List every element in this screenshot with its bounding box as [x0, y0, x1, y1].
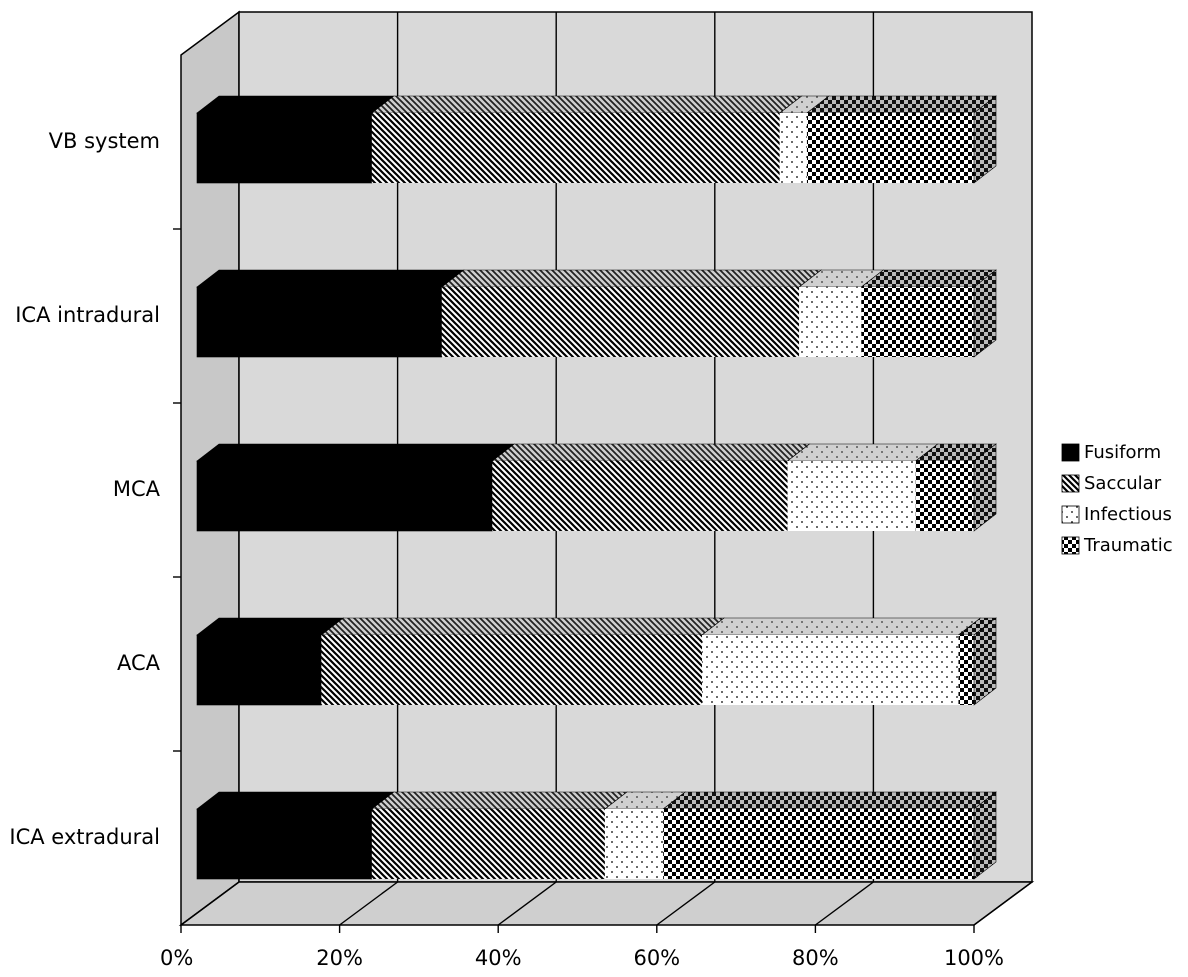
category-label-vb-system: VB system	[49, 129, 160, 153]
bar-traumatic-ica-extradural	[663, 809, 974, 879]
gridline-floor	[656, 881, 716, 926]
bar-fusiform-ica-intradural	[196, 286, 443, 358]
bar-group-aca	[196, 617, 997, 706]
bar-saccular-vb-system	[371, 113, 780, 183]
bar-traumatic-ica-intradural	[861, 287, 974, 357]
category-label-aca: ACA	[117, 651, 161, 675]
gridline-floor	[973, 881, 1033, 926]
bar-top-fusiform-ica-extradural	[196, 791, 395, 810]
bar-top-saccular-ica-extradural	[370, 791, 628, 810]
category-tick-marks	[173, 228, 181, 752]
x-tick-label: 20%	[316, 946, 363, 970]
bar-end-mca	[973, 443, 997, 532]
bar-top-saccular-aca	[320, 617, 725, 636]
bar-top-fusiform-vb-system	[196, 95, 395, 114]
bar-top-fusiform-mca	[196, 443, 516, 462]
category-label-ica-extradural: ICA extradural	[9, 825, 160, 849]
x-tick-label: 40%	[475, 946, 522, 970]
bar-top-saccular-vb-system	[370, 95, 803, 114]
legend-swatch-saccular	[1061, 474, 1080, 493]
bar-traumatic-mca	[915, 461, 974, 531]
bar-fusiform-mca	[196, 460, 493, 532]
gridline-floor	[814, 881, 874, 926]
x-tick-label: 60%	[633, 946, 680, 970]
bar-top-traumatic-ica-extradural	[662, 791, 997, 810]
bar-end-aca	[973, 617, 997, 706]
floor	[178, 881, 1035, 926]
bar-group-vb-system	[196, 95, 997, 184]
bar-top-fusiform-aca	[196, 617, 345, 636]
bar-fusiform-aca	[196, 634, 322, 706]
bar-infectious-vb-system	[779, 113, 807, 183]
bar-top-traumatic-vb-system	[806, 95, 997, 114]
gridline-floor	[180, 881, 240, 926]
legend-swatch-traumatic	[1061, 536, 1080, 555]
x-tick-label: 80%	[792, 946, 839, 970]
bar-group-mca	[196, 443, 997, 532]
bars	[196, 95, 997, 880]
category-label-ica-intradural: ICA intradural	[15, 303, 160, 327]
legend-swatch-fusiform	[1061, 443, 1080, 462]
bar-top-infectious-aca	[701, 617, 982, 636]
bar-end-ica-intradural	[973, 269, 997, 358]
bar-top-saccular-mca	[491, 443, 811, 462]
legend-label-traumatic: Traumatic	[1083, 535, 1173, 556]
legend-label-saccular: Saccular	[1084, 473, 1162, 494]
bar-fusiform-ica-extradural	[196, 808, 373, 880]
bar-fusiform-vb-system	[196, 112, 373, 184]
bar-saccular-aca	[321, 635, 703, 705]
bar-top-fusiform-ica-intradural	[196, 269, 465, 288]
bar-infectious-ica-intradural	[799, 287, 862, 357]
bar-saccular-ica-extradural	[371, 809, 605, 879]
category-label-mca: MCA	[113, 477, 161, 501]
gridline-floor	[339, 881, 399, 926]
bar-infectious-mca	[787, 461, 916, 531]
legend-swatch-infectious	[1061, 505, 1080, 524]
category-labels: VB system ICA intradural MCA ACA ICA extradu…	[9, 129, 160, 849]
bar-end-vb-system	[973, 95, 997, 184]
bar-saccular-ica-intradural	[441, 287, 800, 357]
bar-end-ica-extradural	[973, 791, 997, 880]
x-tick-labels: 0% 20% 40% 60% 80% 100%	[160, 946, 1004, 970]
legend-label-infectious: Infectious	[1084, 504, 1172, 525]
x-tick-label: 100%	[944, 946, 1004, 970]
bar-infectious-aca	[702, 635, 959, 705]
x-tick-label: 0%	[160, 946, 193, 970]
bar-infectious-ica-extradural	[604, 809, 664, 879]
gridline-floor	[497, 881, 557, 926]
legend: Fusiform Saccular Infectious Traumatic	[1061, 442, 1173, 556]
bar-saccular-mca	[492, 461, 788, 531]
bar-traumatic-aca	[958, 635, 974, 705]
legend-label-fusiform: Fusiform	[1084, 442, 1161, 463]
bar-traumatic-vb-system	[806, 113, 974, 183]
bar-top-traumatic-ica-intradural	[860, 269, 997, 288]
bar-top-infectious-mca	[786, 443, 939, 462]
bar-group-ica-extradural	[196, 791, 997, 880]
bar-top-saccular-ica-intradural	[440, 269, 823, 288]
bar-group-ica-intradural	[196, 269, 997, 358]
